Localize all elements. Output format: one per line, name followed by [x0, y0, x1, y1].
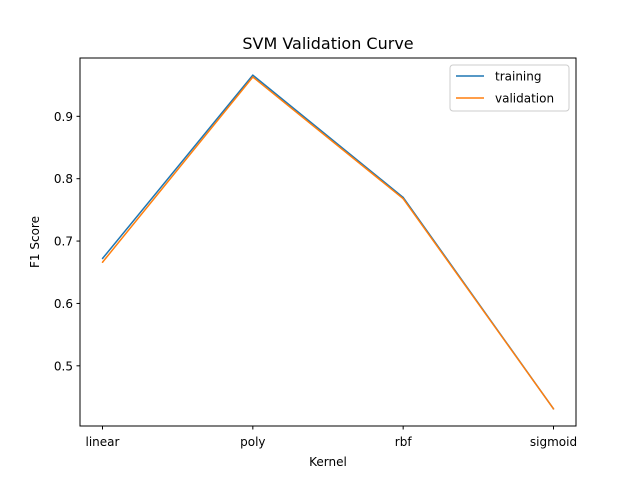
chart-title: SVM Validation Curve	[242, 34, 413, 53]
legend: training validation	[449, 64, 570, 112]
y-axis: 0.5 0.6 0.7 0.8 0.9	[54, 110, 80, 373]
y-tick-label: 0.8	[54, 172, 73, 186]
x-axis-label: Kernel	[309, 455, 347, 469]
y-tick-label: 0.9	[54, 110, 73, 124]
series-point-training	[252, 74, 254, 76]
series-point-validation	[402, 197, 404, 200]
plot-area	[79, 57, 577, 427]
x-tick-label: linear	[86, 435, 120, 449]
y-tick-label: 0.6	[54, 297, 73, 311]
x-tick-label: rbf	[395, 435, 413, 449]
series-line-training	[101, 74, 555, 410]
series-point-validation	[252, 76, 254, 78]
series-layer	[101, 74, 555, 410]
y-tick-label: 0.5	[54, 359, 73, 373]
series-point-validation	[552, 408, 555, 410]
x-tick-label: sigmoid	[530, 435, 577, 449]
y-tick-label: 0.7	[54, 235, 73, 249]
legend-label-training: training	[495, 70, 542, 84]
legend-label-validation: validation	[495, 92, 554, 106]
series-point-training	[101, 257, 104, 260]
series-point-validation	[101, 261, 104, 264]
x-tick-label: poly	[240, 435, 265, 449]
x-axis: linear poly rbf sigmoid	[86, 426, 577, 449]
series-line-validation	[101, 76, 555, 410]
y-axis-label: F1 Score	[28, 216, 42, 268]
